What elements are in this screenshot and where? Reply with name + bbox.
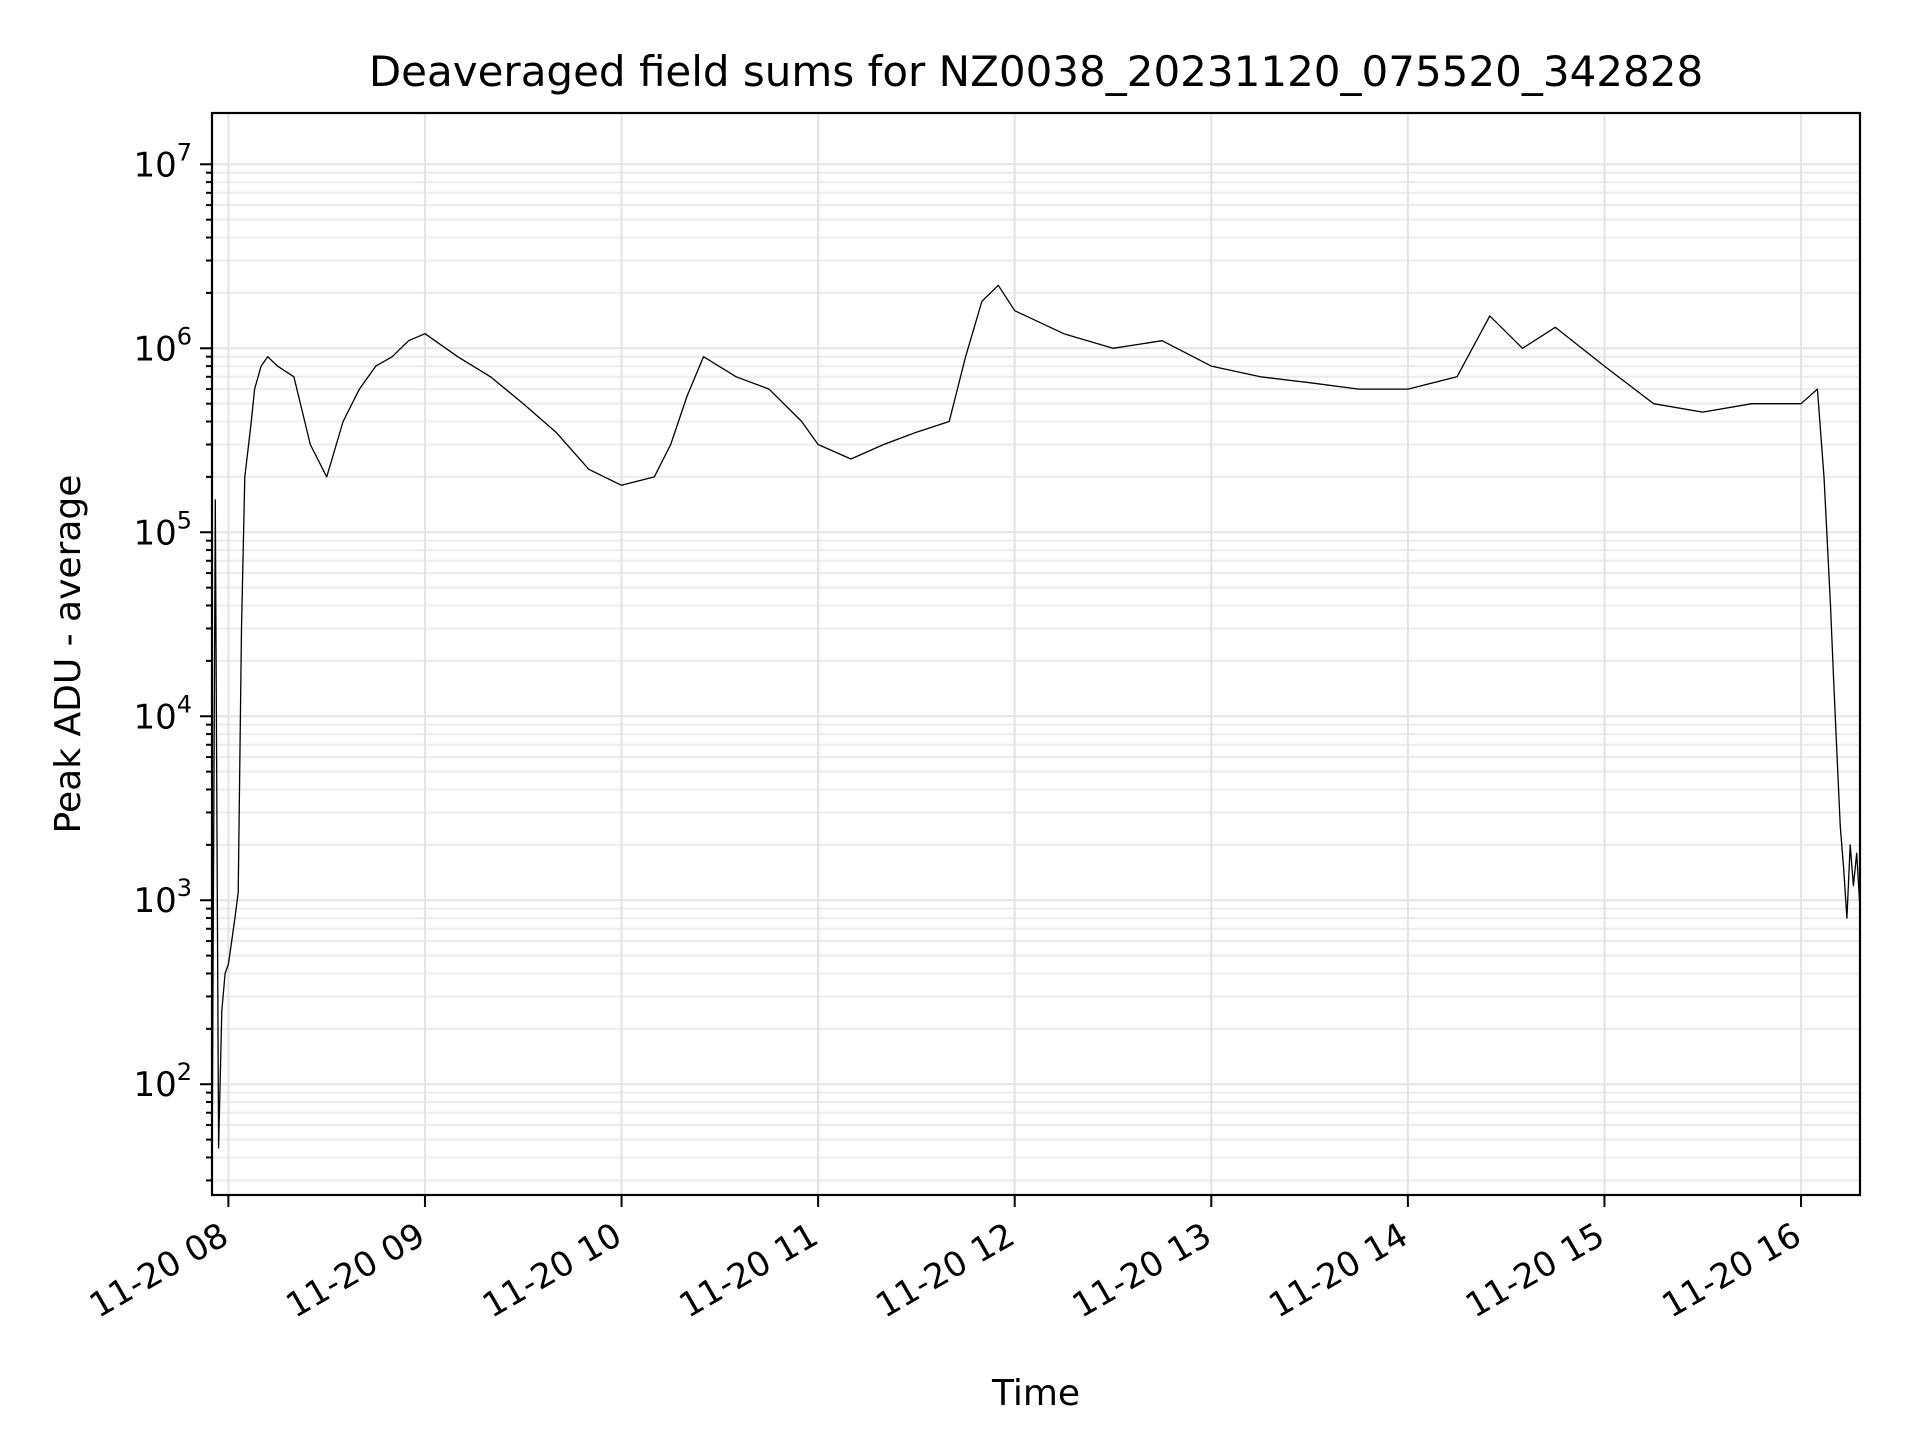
y-tick-base: 10 [133,1065,176,1105]
y-tick-label: 104 [133,690,192,737]
series-line [211,284,1861,1196]
y-tick-label: 102 [133,1058,192,1105]
y-tick-exponent: 5 [177,506,192,534]
y-tick-label: 105 [133,506,192,553]
y-tick-base: 10 [133,329,176,369]
y-tick-label: 107 [133,138,192,185]
y-tick-exponent: 3 [177,874,192,902]
series-layer [211,284,1861,1196]
y-axis-label: Peak ADU - average [48,475,89,834]
y-tick-label: 103 [133,874,192,921]
y-tick-exponent: 7 [177,138,192,166]
y-tick-base: 10 [133,513,176,553]
y-tick-base: 10 [133,145,176,185]
plot-frame [210,111,1862,1197]
y-tick-base: 10 [133,697,176,737]
x-axis-label: Time [991,1373,1080,1414]
grid [212,113,1860,1195]
y-tick-exponent: 2 [177,1058,192,1086]
y-tick-base: 10 [133,881,176,921]
y-tick-exponent: 6 [177,322,192,350]
chart-title: Deaveraged field sums for NZ0038_2023112… [369,47,1703,96]
y-tick-exponent: 4 [177,690,192,718]
y-tick-label: 106 [133,322,192,369]
